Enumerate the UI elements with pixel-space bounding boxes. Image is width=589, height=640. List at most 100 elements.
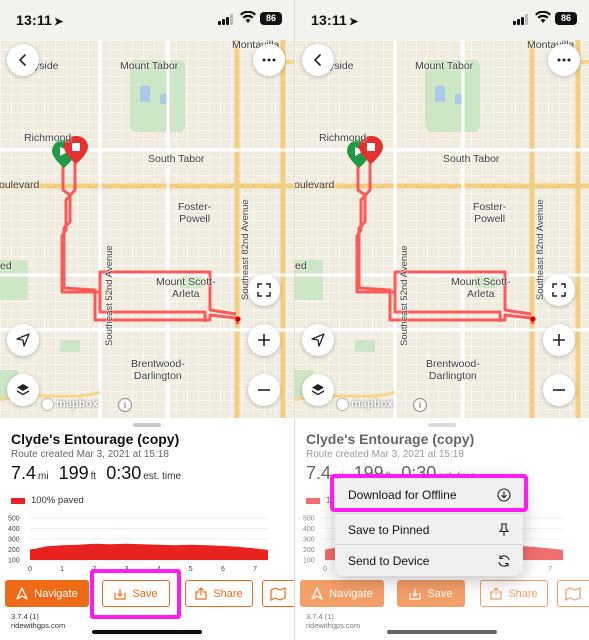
locate-button[interactable] [302, 324, 334, 356]
save-button[interactable]: Save [397, 580, 465, 607]
elevation-value: 199 [58, 463, 89, 483]
route-title: Clyde's Entourage (copy) [11, 431, 180, 447]
back-button[interactable] [302, 44, 334, 76]
map-label: Richmond [319, 132, 367, 144]
locate-button[interactable] [7, 324, 39, 356]
y-tick-label: 500 [303, 516, 315, 523]
share-button[interactable]: Share [185, 580, 253, 607]
map-marker-icon [565, 586, 581, 601]
save-button-highlight [90, 569, 181, 619]
map-marker-icon [270, 586, 286, 601]
download-offline-item[interactable]: Download for Offline [335, 479, 523, 511]
save-button[interactable]: Save [102, 580, 170, 607]
status-bar: 13:11 ➤ 86 [295, 0, 589, 40]
sheet-grabber[interactable] [428, 423, 456, 427]
zoom-out-button[interactable] [543, 374, 575, 406]
map-base [295, 40, 589, 418]
plus-icon [258, 334, 270, 346]
mapbox-attribution[interactable]: mapbox [42, 398, 98, 410]
street-label: Southeast 52nd Avenue [104, 245, 115, 346]
route-map[interactable]: Montavilla yside Mount Tabor Richmond So… [295, 40, 589, 418]
route-end-marker [64, 136, 88, 164]
clock: 13:11 ➤ [311, 12, 359, 28]
route-created-date: Route created Mar 3, 2021 at 15:18 [306, 449, 464, 460]
y-tick-label: 300 [303, 537, 315, 544]
panel-divider [294, 0, 295, 640]
fit-route-button[interactable] [248, 274, 280, 306]
layers-icon [311, 384, 325, 396]
chevron-left-icon [18, 54, 26, 66]
send-to-device-item[interactable]: Send to Device [335, 544, 523, 576]
map-layers-button[interactable] [7, 374, 39, 406]
more-actions-button[interactable] [262, 580, 294, 607]
elevation-area [30, 543, 268, 560]
map-label: ed [295, 260, 307, 272]
paved-label: 100% paved [31, 495, 84, 506]
street-label: Southeast 52nd Avenue [399, 245, 410, 346]
x-tick-label: 6 [221, 566, 225, 573]
map-label: ed [0, 260, 12, 272]
map-base [0, 40, 294, 418]
x-tick-label: 1 [60, 566, 64, 573]
clock: 13:11 ➤ [16, 12, 64, 28]
sync-icon [498, 554, 510, 567]
download-icon [409, 588, 422, 600]
y-tick-label: 100 [303, 558, 315, 565]
mapbox-attribution[interactable]: mapbox [337, 398, 393, 410]
share-button[interactable]: Share [480, 580, 548, 607]
distance-value: 7.4 [11, 463, 37, 483]
wifi-icon [240, 11, 256, 23]
navigate-icon [311, 587, 323, 600]
more-options-button[interactable] [253, 44, 285, 76]
sheet-grabber[interactable] [133, 423, 161, 427]
mapbox-logo-icon [42, 398, 53, 410]
x-tick-label: 0 [28, 566, 32, 573]
zoom-in-button[interactable] [248, 324, 280, 356]
app-version: 3.7.4 (1) ridewithgps.com [306, 612, 361, 630]
more-actions-button[interactable] [557, 580, 589, 607]
ellipsis-icon [557, 58, 571, 62]
zoom-out-button[interactable] [248, 374, 280, 406]
time-value: 0:30 [106, 463, 142, 483]
map-info-button[interactable]: i [118, 398, 132, 412]
fit-route-button[interactable] [543, 274, 575, 306]
cellular-signal-icon [513, 14, 529, 25]
minus-icon [553, 389, 565, 391]
map-label: Richmond [24, 132, 72, 144]
mapbox-logo-icon [337, 398, 348, 410]
map-label: oulevard [0, 179, 40, 191]
share-icon [490, 587, 502, 600]
ellipsis-icon [262, 58, 276, 62]
plus-icon [553, 334, 565, 346]
save-to-pinned-item[interactable]: Save to Pinned [335, 513, 523, 545]
layers-icon [16, 384, 30, 396]
y-tick-label: 200 [303, 547, 315, 554]
navigate-button[interactable]: Navigate [300, 580, 384, 607]
navigate-button[interactable]: Navigate [5, 580, 89, 607]
map-layers-button[interactable] [302, 374, 334, 406]
map-label: yside [329, 60, 354, 72]
navigate-icon [16, 587, 28, 600]
x-tick-label: 7 [253, 566, 257, 573]
expand-icon [257, 283, 271, 297]
map-label: South Tabor [443, 153, 500, 165]
zoom-in-button[interactable] [543, 324, 575, 356]
minus-icon [258, 389, 270, 391]
share-icon [195, 587, 207, 600]
map-label: Foster- Powell [473, 201, 507, 225]
back-button[interactable] [7, 44, 39, 76]
x-tick-label: 7 [548, 566, 552, 573]
pin-icon [498, 522, 510, 536]
x-tick-label: 5 [189, 566, 193, 573]
map-info-button[interactable]: i [413, 398, 427, 412]
distance-unit: mi [38, 471, 49, 482]
location-arrow-icon: ➤ [54, 16, 64, 28]
route-map[interactable]: Montavilla yside Mount Tabor Richmond So… [0, 40, 294, 418]
app-version: 3.7.4 (1) ridewithgps.com [11, 612, 66, 630]
map-label: oulevard [295, 179, 335, 191]
more-options-button[interactable] [548, 44, 580, 76]
y-tick-label: 400 [303, 526, 315, 533]
menu-item-label: Download for Offline [348, 488, 457, 502]
home-indicator [387, 630, 497, 634]
